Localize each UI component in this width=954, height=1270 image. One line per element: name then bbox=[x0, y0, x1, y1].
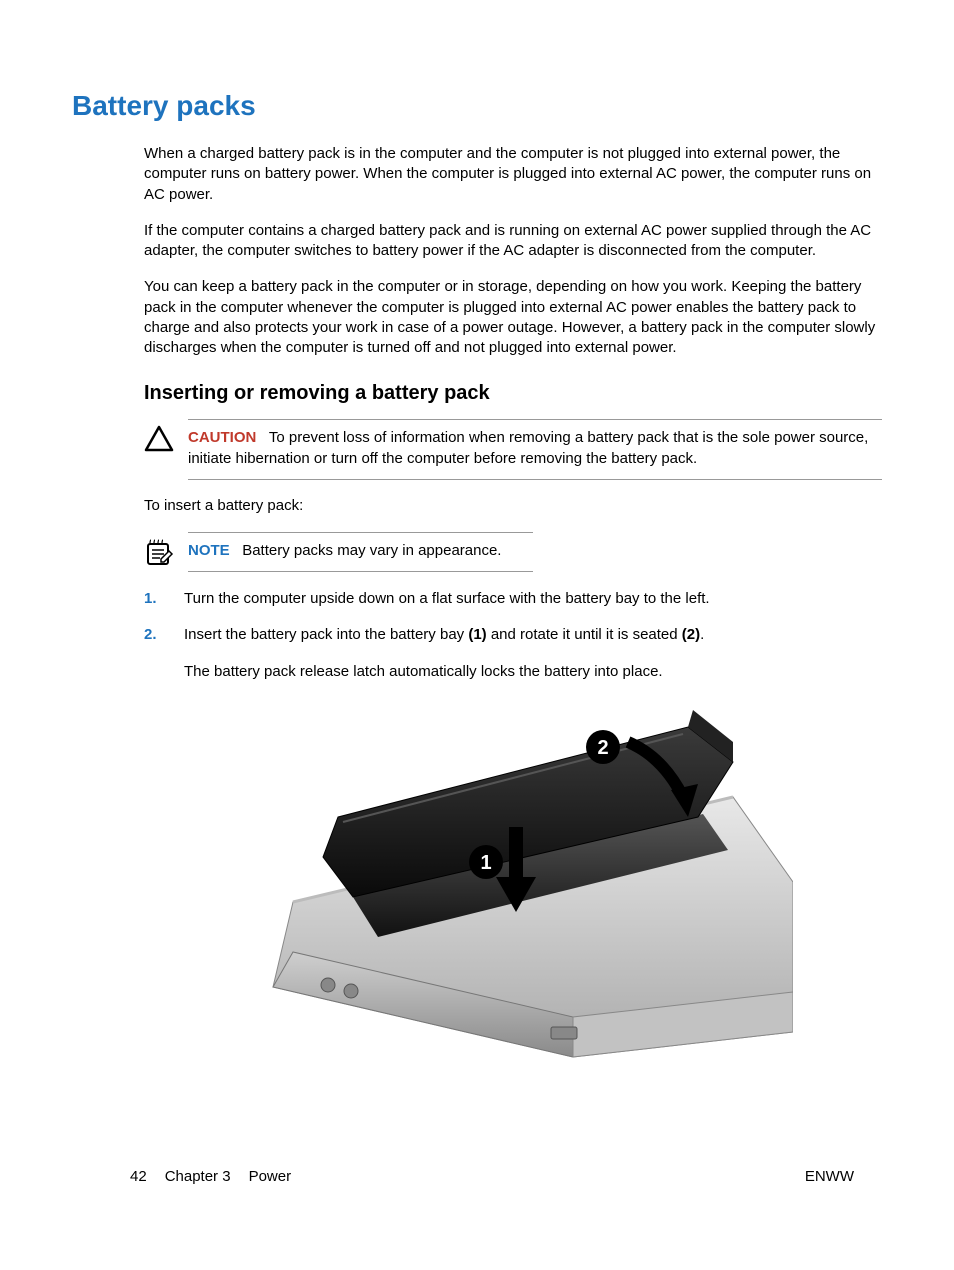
footer-section: Power bbox=[249, 1168, 292, 1185]
sub-heading: Inserting or removing a battery pack bbox=[144, 382, 882, 405]
insert-intro: To insert a battery pack: bbox=[144, 496, 882, 516]
note-label: NOTE bbox=[188, 542, 230, 559]
content-area: When a charged battery pack is in the co… bbox=[72, 144, 882, 1062]
step-2-bold1: (1) bbox=[468, 626, 486, 643]
note-callout: NOTE Battery packs may vary in appearanc… bbox=[144, 532, 882, 573]
main-heading: Battery packs bbox=[72, 90, 882, 122]
footer-left: 42 Chapter 3 Power bbox=[130, 1168, 291, 1185]
steps-list: 1. Turn the computer upside down on a fl… bbox=[144, 589, 882, 646]
step-2: 2. Insert the battery pack into the batt… bbox=[144, 625, 882, 645]
caution-text: To prevent loss of information when remo… bbox=[188, 429, 868, 466]
step-1-text: Turn the computer upside down on a flat … bbox=[184, 589, 882, 609]
caution-label: CAUTION bbox=[188, 429, 256, 446]
note-text: Battery packs may vary in appearance. bbox=[242, 542, 501, 559]
step-2-num: 2. bbox=[144, 625, 184, 645]
step-1: 1. Turn the computer upside down on a fl… bbox=[144, 589, 882, 609]
step-2-sub: The battery pack release latch automatic… bbox=[184, 662, 882, 682]
page-footer: 42 Chapter 3 Power ENWW bbox=[130, 1168, 854, 1185]
illustration-marker-2: 2 bbox=[597, 737, 608, 759]
illustration-marker-1: 1 bbox=[480, 852, 491, 874]
step-1-num: 1. bbox=[144, 589, 184, 609]
caution-icon bbox=[144, 419, 180, 458]
caution-body: CAUTION To prevent loss of information w… bbox=[188, 419, 882, 480]
step-2-bold2: (2) bbox=[682, 626, 700, 643]
step-2-b: and rotate it until it is seated bbox=[487, 626, 682, 643]
intro-para-2: If the computer contains a charged batte… bbox=[144, 221, 882, 262]
footer-right: ENWW bbox=[805, 1168, 854, 1185]
step-2-a: Insert the battery pack into the battery… bbox=[184, 626, 468, 643]
intro-para-3: You can keep a battery pack in the compu… bbox=[144, 277, 882, 358]
footer-chapter: Chapter 3 bbox=[165, 1168, 231, 1185]
page-number: 42 bbox=[130, 1168, 147, 1185]
intro-para-1: When a charged battery pack is in the co… bbox=[144, 144, 882, 205]
note-body: NOTE Battery packs may vary in appearanc… bbox=[188, 532, 533, 572]
battery-illustration: 1 2 bbox=[233, 702, 793, 1062]
note-icon bbox=[144, 532, 180, 573]
step-2-c: . bbox=[700, 626, 704, 643]
step-2-text: Insert the battery pack into the battery… bbox=[184, 625, 882, 645]
caution-callout: CAUTION To prevent loss of information w… bbox=[144, 419, 882, 480]
